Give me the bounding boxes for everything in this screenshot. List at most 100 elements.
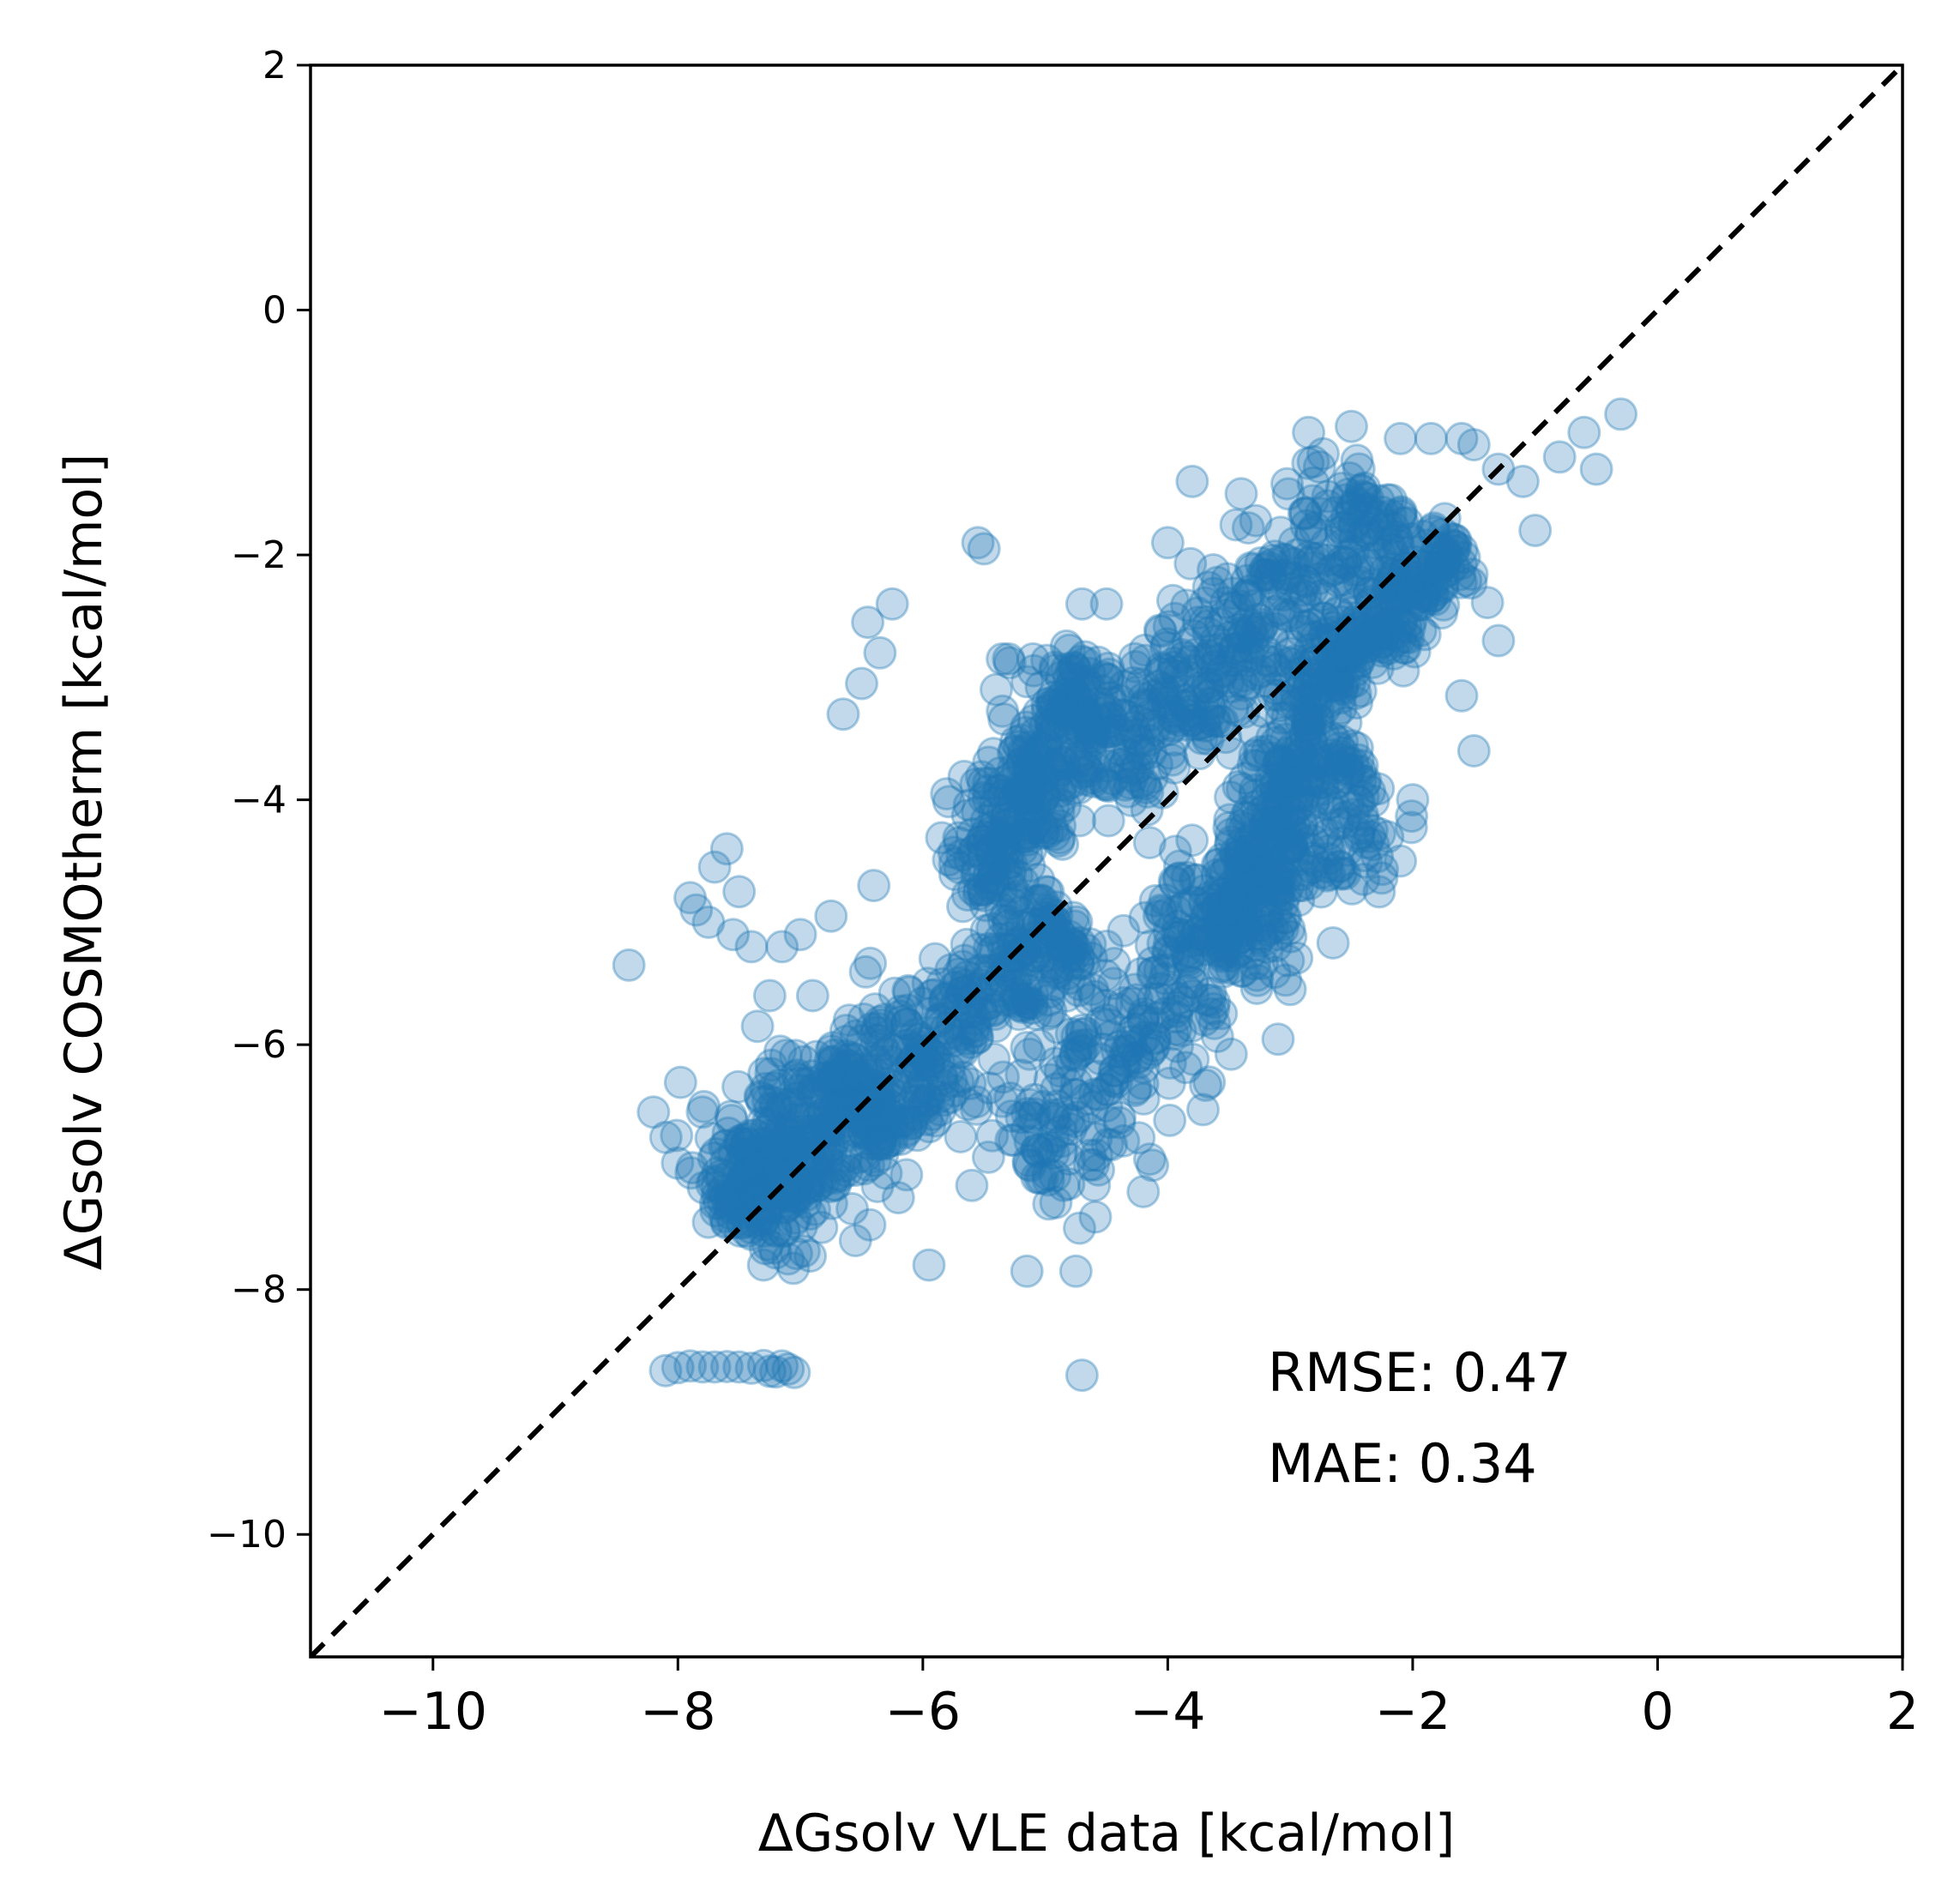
data-point [1157, 864, 1191, 899]
data-point [1022, 1135, 1056, 1170]
y-tick-label: −4 [231, 779, 286, 822]
data-point [1249, 821, 1283, 855]
data-point [1342, 786, 1377, 820]
data-point [1191, 699, 1226, 733]
data-point [1353, 774, 1387, 809]
data-point [1137, 955, 1171, 990]
data-point [740, 1009, 775, 1044]
data-point [1261, 918, 1295, 952]
data-point [1193, 976, 1227, 1010]
data-point [1338, 521, 1372, 556]
data-point [1126, 1003, 1161, 1038]
data-point [1086, 1032, 1120, 1066]
data-point [1107, 750, 1142, 784]
data-point [1170, 973, 1204, 1008]
data-point [1072, 1147, 1107, 1182]
data-point [1260, 875, 1294, 909]
data-point [1063, 1028, 1097, 1063]
data-point [1240, 963, 1275, 997]
data-point [1178, 863, 1212, 897]
data-point [1316, 926, 1350, 960]
data-point [1378, 583, 1413, 617]
data-point [1169, 1051, 1203, 1085]
data-point [1089, 1003, 1123, 1037]
data-point [1269, 722, 1303, 756]
data-point [993, 1081, 1028, 1115]
data-point [1231, 623, 1265, 656]
data-point [1146, 926, 1180, 961]
x-tick-label: −4 [1130, 1682, 1205, 1742]
data-point [1317, 650, 1351, 684]
data-point [1095, 1128, 1129, 1162]
data-point [1379, 520, 1414, 554]
data-point [1060, 1020, 1095, 1053]
data-point [1160, 894, 1194, 929]
x-axis-label: ΔGsolv VLE data [kcal/mol] [758, 1804, 1455, 1864]
data-point [1262, 678, 1296, 713]
data-point [1093, 1105, 1127, 1140]
data-point [1313, 738, 1348, 772]
mae-annotation: MAE: 0.34 [1268, 1432, 1537, 1495]
data-point [1224, 899, 1258, 932]
data-point [1121, 1045, 1155, 1080]
data-point [1045, 1135, 1078, 1170]
data-point [1257, 671, 1292, 706]
data-point [997, 1123, 1031, 1157]
data-point [967, 819, 1001, 853]
data-point [1175, 965, 1209, 999]
data-point [788, 1185, 823, 1219]
data-point [1263, 873, 1296, 907]
data-point [1232, 635, 1266, 670]
data-point [959, 1014, 993, 1048]
data-point [1444, 678, 1479, 713]
data-point [1049, 768, 1083, 803]
data-point [1138, 883, 1173, 918]
data-point [1224, 955, 1258, 988]
data-point [1205, 899, 1239, 933]
data-point [1225, 772, 1259, 806]
data-point [1097, 1062, 1131, 1096]
data-point [1361, 772, 1396, 806]
data-point [1089, 958, 1122, 992]
data-point [1356, 784, 1390, 818]
data-point [1241, 834, 1276, 869]
data-point [1181, 605, 1215, 639]
data-point [1161, 916, 1194, 950]
data-point [1169, 934, 1203, 968]
data-point [845, 666, 878, 701]
data-point [1284, 614, 1318, 648]
data-point [1175, 936, 1209, 969]
data-point [875, 587, 909, 621]
data-point [1266, 912, 1300, 946]
data-point [1384, 421, 1418, 455]
data-point [994, 1099, 1028, 1133]
data-point [1190, 983, 1224, 1017]
data-point [1250, 873, 1284, 907]
data-point [1326, 736, 1360, 770]
data-point [1310, 828, 1344, 862]
data-point [1189, 1068, 1223, 1102]
data-point [1348, 766, 1381, 800]
data-point [1191, 671, 1225, 705]
y-tick-label: −10 [207, 1513, 286, 1557]
x-tick-label: −8 [640, 1682, 715, 1742]
data-point [1137, 1006, 1172, 1040]
data-point [1162, 919, 1197, 954]
data-point [1172, 943, 1206, 977]
data-point [1209, 598, 1242, 632]
data-point [1052, 1038, 1086, 1072]
data-point [1310, 850, 1344, 884]
data-point [1166, 918, 1200, 953]
data-point [1156, 1017, 1190, 1051]
data-point [1331, 786, 1366, 821]
data-point [912, 1248, 946, 1282]
data-point [1343, 762, 1378, 797]
data-point [1394, 810, 1428, 845]
data-point [1276, 827, 1310, 861]
data-point [1340, 731, 1374, 765]
data-point [1142, 899, 1176, 933]
data-point [1022, 1028, 1056, 1063]
data-point [1269, 543, 1303, 577]
data-point [1242, 908, 1276, 942]
data-point [1245, 884, 1279, 918]
